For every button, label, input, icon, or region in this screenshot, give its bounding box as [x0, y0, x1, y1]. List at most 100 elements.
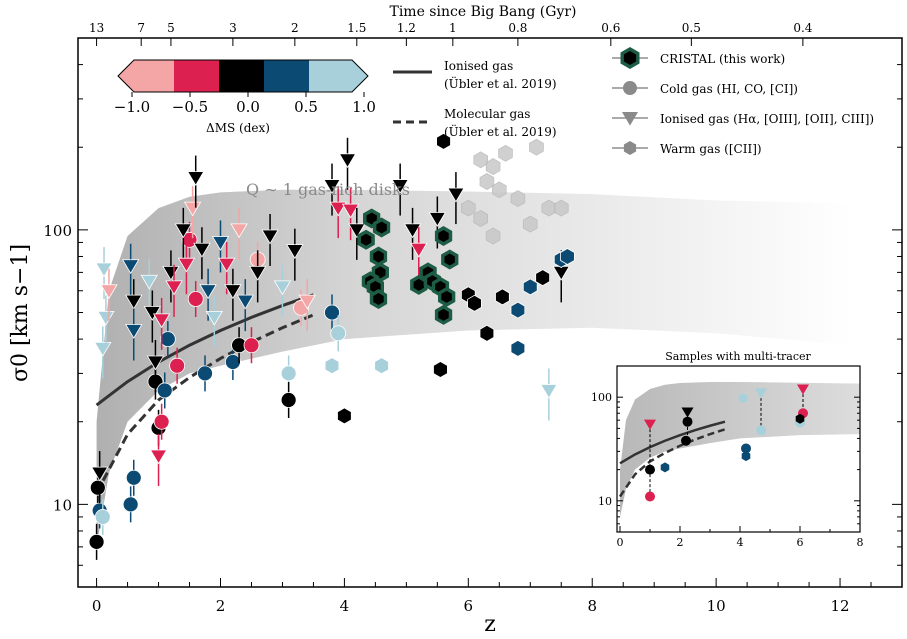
- cristal-point: [360, 233, 372, 246]
- ionised-gas-point: [428, 212, 447, 227]
- ionised-gas-point: [286, 244, 304, 260]
- inset-points: [644, 384, 809, 502]
- warm-gas-point: [461, 199, 476, 217]
- colorbar-outline: [117, 59, 369, 93]
- top-tick-label: 0.4: [793, 21, 812, 35]
- x-tick-label: 2: [216, 597, 226, 615]
- colorbar: −1.0 −0.5 0.0 0.5 1.0: [114, 59, 376, 116]
- band-annotation: Q ∼ 1 gas-rich disks: [246, 180, 410, 199]
- cold-gas-point: [169, 357, 186, 374]
- q1-band-area: [96, 189, 853, 547]
- legend-cold-label: Cold gas (HI, CO, [CI]): [660, 82, 798, 96]
- x-tick-label: 4: [340, 597, 350, 615]
- cold-gas-point: [94, 509, 111, 525]
- legend-cristal-label: CRISTAL (this work): [660, 52, 785, 66]
- inset-warm-point: [795, 413, 805, 424]
- colorbar-title: ΔMS (dex): [206, 121, 270, 135]
- inset-y-tick-label: 10: [598, 495, 612, 508]
- cold-gas-point: [324, 304, 340, 321]
- legend-cristal-symbol: [623, 51, 637, 65]
- colorbar-segment: [219, 60, 265, 92]
- ionised-gas-point: [348, 223, 366, 239]
- warm-gas-point: [522, 278, 538, 296]
- ionised-gas-point: [261, 229, 279, 245]
- cristal-point: [373, 293, 384, 305]
- warm-gas-point: [522, 215, 538, 233]
- cold-gas-point: [187, 291, 204, 307]
- ionised-gas-point: [152, 313, 171, 329]
- colorbar-tick-label: 1.0: [352, 98, 376, 116]
- top-tick-label: 1.5: [347, 21, 366, 35]
- inset-x-tick-label: 2: [677, 536, 684, 549]
- ionised-gas-point: [199, 284, 217, 300]
- marker-legend: CRISTAL (this work) Cold gas (HI, CO, [C…: [612, 47, 874, 156]
- inset-y-tick-label: 100: [591, 391, 612, 404]
- data-points: [88, 132, 575, 560]
- ionised-gas-point: [341, 203, 360, 219]
- inset-cold-point: [741, 443, 751, 454]
- ionised-gas-point: [410, 242, 428, 258]
- ionised-gas-point: [338, 153, 357, 169]
- top-tick-label: 7: [137, 21, 145, 35]
- inset-ticks: 0 2 4 6 8 10 100: [591, 365, 864, 549]
- ionised-gas-point: [323, 179, 341, 194]
- warm-gas-point: [541, 199, 557, 217]
- top-tick-label: 1.2: [397, 21, 416, 35]
- x-tick-label: 6: [464, 597, 474, 615]
- inset-x-tick-label: 4: [737, 536, 744, 549]
- warm-gas-point: [479, 173, 495, 190]
- ionised-gas-point: [174, 223, 193, 239]
- ionised-gas-point: [125, 324, 143, 339]
- inset-ionised-point: [681, 407, 694, 418]
- cristal-point: [441, 290, 452, 303]
- ionised-gas-point: [140, 274, 158, 290]
- colorbar-tick-label: 0.0: [236, 98, 260, 116]
- cold-gas-point: [125, 469, 142, 486]
- legend-cold-symbol: [623, 81, 637, 95]
- warm-gas-point: [324, 357, 340, 375]
- legend-warm-symbol: [623, 141, 637, 155]
- warm-gas-point: [510, 339, 526, 357]
- top-tick-label: 0.8: [508, 21, 527, 35]
- top-tick-label: 0.6: [601, 21, 620, 35]
- ionised-gas-point: [230, 223, 248, 239]
- top-tick-label: 1: [449, 21, 457, 35]
- top-tick-label: 13: [89, 21, 104, 35]
- inset-cold-point: [756, 425, 766, 436]
- colorbar-tick-label: 0.5: [294, 98, 318, 116]
- legend-ionised-symbol: [622, 112, 638, 126]
- cristal-point: [444, 253, 455, 266]
- inset-ionised-point: [755, 388, 767, 399]
- cold-gas-point: [280, 365, 297, 382]
- warm-gas-point: [535, 269, 550, 287]
- warm-gas-point: [510, 301, 526, 319]
- ionised-gas-point: [540, 384, 558, 399]
- inset-cold-point: [681, 435, 691, 446]
- ionised-line-label-2: (Übler et al. 2019): [444, 75, 557, 91]
- warm-gas-point: [433, 361, 448, 378]
- colorbar-tick-label: −1.0: [114, 98, 150, 116]
- ionised-gas-point: [94, 341, 112, 357]
- inset-x-tick-label: 8: [857, 536, 864, 549]
- top-tick-label: 5: [167, 21, 175, 35]
- warm-gas-point: [485, 158, 501, 176]
- colorbar-segment: [118, 60, 174, 92]
- cold-gas-point: [197, 365, 213, 382]
- warm-gas-point: [485, 227, 501, 245]
- inset-cold-point: [645, 491, 655, 502]
- inset-ionised-line: [619, 420, 726, 465]
- cold-gas-point: [122, 496, 139, 513]
- inset-ionised-point: [644, 419, 656, 430]
- ionised-gas-point: [97, 310, 115, 326]
- cold-gas-point: [330, 325, 347, 342]
- molecular-line-label-1: Molecular gas: [444, 107, 530, 121]
- ionised-gas-point: [205, 310, 224, 326]
- inset-frame: [616, 365, 861, 533]
- inset-cold-point: [682, 416, 693, 427]
- legend-warm-label: Warm gas ([CII]): [660, 142, 762, 156]
- inset-cold-point: [645, 464, 655, 475]
- cold-gas-point: [243, 337, 260, 354]
- ionised-gas-point: [403, 223, 422, 239]
- y-tick-label: 100: [43, 222, 72, 240]
